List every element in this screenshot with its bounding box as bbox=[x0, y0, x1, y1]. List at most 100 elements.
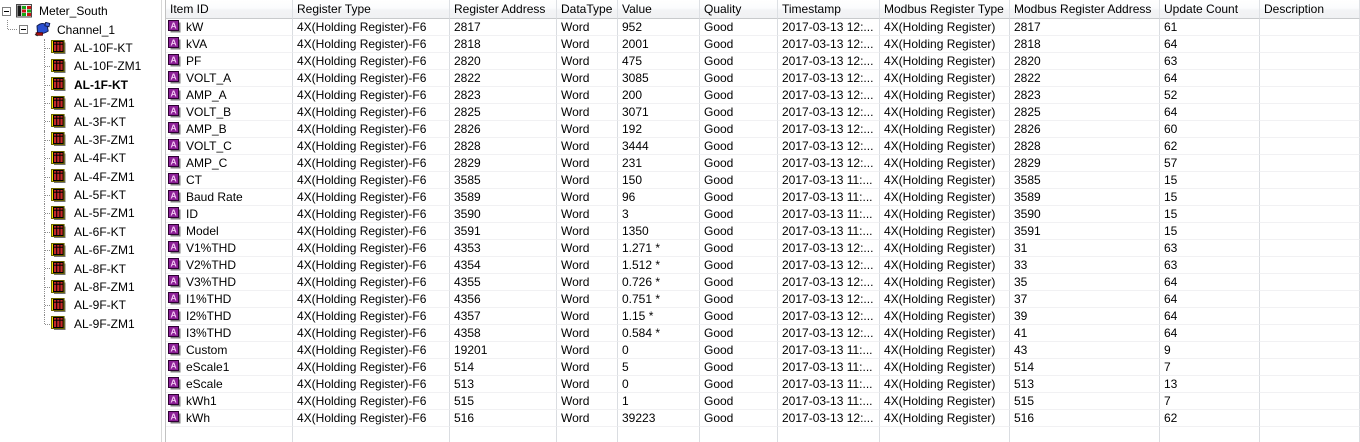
tree-connector bbox=[44, 241, 46, 260]
tree-connector bbox=[44, 112, 46, 131]
tree-item-label: AL-8F-KT bbox=[74, 261, 127, 276]
column-header-update-count[interactable]: Update Count bbox=[1160, 0, 1260, 19]
cell-register-type: 4X(Holding Register)-F6 bbox=[293, 274, 450, 291]
cell-register-address: 3585 bbox=[450, 172, 557, 189]
table-row-i3-thd[interactable]: A I3%THD 4X(Holding Register)-F6 4358 Word 0.… bbox=[166, 325, 1360, 342]
tree-connector bbox=[7, 20, 9, 30]
cell-item-id: A I1%THD bbox=[166, 291, 293, 308]
tree-item-al-5f-zm1[interactable]: AL-5F-ZM1 bbox=[0, 204, 160, 223]
tree-item-label: AL-3F-ZM1 bbox=[74, 132, 135, 147]
tag-item-id: VOLT_A bbox=[186, 70, 232, 85]
tree-item-al-8f-zm1[interactable]: AL-8F-ZM1 bbox=[0, 277, 160, 297]
cell-datatype: Word bbox=[557, 36, 618, 53]
tree-item-al-3f-zm1[interactable]: AL-3F-ZM1 bbox=[0, 130, 160, 150]
column-header-value[interactable]: Value bbox=[618, 0, 700, 19]
cell-description bbox=[1260, 274, 1360, 291]
table-row-v2-thd[interactable]: A V2%THD 4X(Holding Register)-F6 4354 Word 1.… bbox=[166, 257, 1360, 274]
cell-item-id: A VOLT_C bbox=[166, 138, 293, 155]
cell-modbus-register-type: 4X(Holding Register) bbox=[880, 206, 1010, 223]
table-row-volt-a[interactable]: A VOLT_A 4X(Holding Register)-F6 2822 Word 30… bbox=[166, 70, 1360, 87]
cell-update-count: 57 bbox=[1160, 155, 1260, 172]
tag-item-id: VOLT_C bbox=[186, 138, 232, 153]
table-row-volt-b[interactable]: A VOLT_B 4X(Holding Register)-F6 2825 Word 30… bbox=[166, 104, 1360, 121]
cell-timestamp: 2017-03-13 12:... bbox=[778, 53, 880, 70]
tree-item-al-10f-kt[interactable]: AL-10F-KT bbox=[0, 38, 160, 58]
tree-item-al-8f-kt[interactable]: AL-8F-KT bbox=[0, 259, 160, 278]
tree-item-al-9f-kt[interactable]: AL-9F-KT bbox=[0, 296, 160, 315]
cell-update-count: 7 bbox=[1160, 359, 1260, 376]
device-icon bbox=[51, 95, 68, 111]
tree-item-al-4f-zm1[interactable]: AL-4F-ZM1 bbox=[0, 167, 160, 186]
table-row-i1-thd[interactable]: A I1%THD 4X(Holding Register)-F6 4356 Word 0.… bbox=[166, 291, 1360, 308]
tree-item-al-9f-zm1[interactable]: AL-9F-ZM1 bbox=[0, 314, 160, 333]
tree-item-al-3f-kt[interactable]: AL-3F-KT bbox=[0, 112, 160, 131]
cell-register-type: 4X(Holding Register)-F6 bbox=[293, 342, 450, 359]
column-header-modbus-register-type[interactable]: Modbus Register Type bbox=[880, 0, 1010, 19]
cell-update-count: 52 bbox=[1160, 87, 1260, 104]
table-row-custom[interactable]: A Custom 4X(Holding Register)-F6 19201 Word 0… bbox=[166, 342, 1360, 359]
cell-value: 3 bbox=[618, 206, 700, 223]
table-row-amp-a[interactable]: A AMP_A 4X(Holding Register)-F6 2823 Word 200… bbox=[166, 87, 1360, 104]
table-row-v3-thd[interactable]: A V3%THD 4X(Holding Register)-F6 4355 Word 0.… bbox=[166, 274, 1360, 291]
expand-toggle-meter-south[interactable] bbox=[2, 6, 11, 16]
device-icon bbox=[51, 58, 68, 74]
cell-modbus-register-type: 4X(Holding Register) bbox=[880, 240, 1010, 257]
cell-quality: Good bbox=[700, 325, 778, 342]
cell-quality: Good bbox=[700, 291, 778, 308]
cell-modbus-register-address: 41 bbox=[1010, 325, 1160, 342]
tree-connector bbox=[45, 286, 50, 289]
column-header-timestamp[interactable]: Timestamp bbox=[778, 0, 880, 19]
tag-icon: A bbox=[168, 19, 181, 33]
cell-value: 0 bbox=[618, 342, 700, 359]
tree-item-al-4f-kt[interactable]: AL-4F-KT bbox=[0, 149, 160, 168]
column-header-datatype[interactable]: DataType bbox=[557, 0, 618, 19]
tree-item-meter-south[interactable]: Meter_South bbox=[0, 2, 160, 20]
table-row-v1-thd[interactable]: A V1%THD 4X(Holding Register)-F6 4353 Word 1.… bbox=[166, 240, 1360, 257]
column-header-modbus-register-address[interactable]: Modbus Register Address bbox=[1010, 0, 1160, 19]
cell-quality: Good bbox=[700, 189, 778, 206]
tree-item-al-10f-zm1[interactable]: AL-10F-ZM1 bbox=[0, 57, 160, 76]
tree-connector bbox=[45, 47, 50, 50]
column-header-register-address[interactable]: Register Address bbox=[450, 0, 557, 19]
expand-toggle-channel-1[interactable] bbox=[19, 24, 28, 34]
table-row-baud-rate[interactable]: A Baud Rate 4X(Holding Register)-F6 3589 Wor… bbox=[166, 189, 1360, 206]
server-icon bbox=[16, 4, 33, 18]
cell-modbus-register-address: 39 bbox=[1010, 308, 1160, 325]
svg-text:A: A bbox=[171, 343, 177, 353]
cell-datatype: Word bbox=[557, 359, 618, 376]
tree-item-label: AL-5F-ZM1 bbox=[74, 206, 135, 221]
tree-item-al-1f-zm1[interactable]: AL-1F-ZM1 bbox=[0, 93, 160, 113]
tree-item-channel-1[interactable]: Channel_1 bbox=[0, 20, 160, 38]
table-row-volt-c[interactable]: A VOLT_C 4X(Holding Register)-F6 2828 Word 34… bbox=[166, 138, 1360, 155]
cell-description bbox=[1260, 155, 1360, 172]
cell-modbus-register-type: 4X(Holding Register) bbox=[880, 376, 1010, 393]
table-row-ct[interactable]: A CT 4X(Holding Register)-F6 3585 Word 150 Goo… bbox=[166, 172, 1360, 189]
tree-item-al-6f-kt[interactable]: AL-6F-KT bbox=[0, 222, 160, 242]
column-header-description[interactable]: Description bbox=[1260, 0, 1360, 19]
column-header-item-id[interactable]: Item ID bbox=[166, 0, 293, 19]
tree-item-al-6f-zm1[interactable]: AL-6F-ZM1 bbox=[0, 241, 160, 260]
table-row-pf[interactable]: A PF 4X(Holding Register)-F6 2820 Word 475 Goo… bbox=[166, 53, 1360, 70]
device-icon bbox=[51, 297, 68, 313]
column-header-quality[interactable]: Quality bbox=[700, 0, 778, 19]
column-header-register-type[interactable]: Register Type bbox=[293, 0, 450, 19]
tree-connector bbox=[44, 185, 46, 205]
table-row-model[interactable]: A Model 4X(Holding Register)-F6 3591 Word 135… bbox=[166, 223, 1360, 240]
tree-connector bbox=[45, 250, 50, 252]
cell-update-count: 63 bbox=[1160, 257, 1260, 274]
cell-description bbox=[1260, 70, 1360, 87]
table-row-id[interactable]: A ID 4X(Holding Register)-F6 3590 Word 3 Good 2… bbox=[166, 206, 1360, 223]
pane-splitter[interactable] bbox=[161, 0, 166, 442]
table-row-amp-c[interactable]: A AMP_C 4X(Holding Register)-F6 2829 Word 231… bbox=[166, 155, 1360, 172]
table-row-amp-b[interactable]: A AMP_B 4X(Holding Register)-F6 2826 Word 192… bbox=[166, 121, 1360, 138]
table-row-i2-thd[interactable]: A I2%THD 4X(Holding Register)-F6 4357 Word 1.… bbox=[166, 308, 1360, 325]
cell-datatype: Word bbox=[557, 274, 618, 291]
tree-item-al-1f-kt[interactable]: AL-1F-KT bbox=[0, 75, 160, 94]
tree-item-al-5f-kt[interactable]: AL-5F-KT bbox=[0, 185, 160, 205]
